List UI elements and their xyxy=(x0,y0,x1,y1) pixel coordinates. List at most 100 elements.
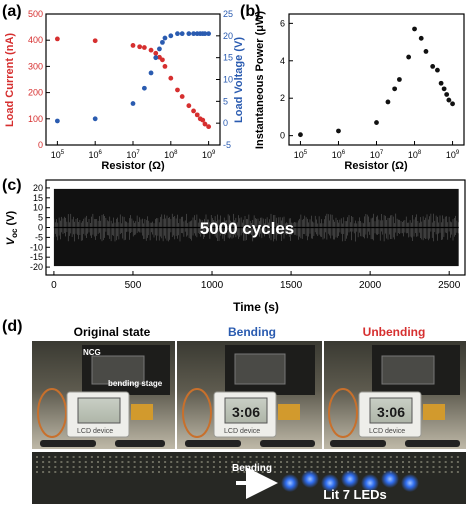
breadboard-hole xyxy=(145,461,148,463)
chart-a-voltage-point xyxy=(206,31,212,37)
chart-c: 0 500 1000 1500 2000 2500 -20-15-10-505101520… xyxy=(5,179,466,314)
breadboard-hole xyxy=(188,456,191,458)
chart-a-current-point xyxy=(54,36,60,42)
breadboard-hole xyxy=(286,471,289,473)
breadboard-hole xyxy=(36,471,38,473)
breadboard-hole xyxy=(36,466,38,468)
breadboard-hole xyxy=(316,466,319,468)
chart-c-x-tick-label: 500 xyxy=(125,280,142,291)
led-glow xyxy=(281,474,299,492)
breadboard-hole xyxy=(42,461,45,463)
chart-b-power-point xyxy=(446,97,452,103)
chart-b-x-tick-label: 109 xyxy=(446,150,460,160)
ncg-sample xyxy=(91,355,145,385)
chart-a-voltage-point xyxy=(160,39,165,45)
chart-a-y-tick-label: 300 xyxy=(28,61,43,71)
breadboard-hole xyxy=(66,461,69,463)
chart-c-y-tick-label: 10 xyxy=(33,203,43,213)
breadboard-hole xyxy=(206,466,209,468)
breadboard-hole xyxy=(365,456,368,458)
breadboard-hole xyxy=(121,471,124,473)
chart-a-y2-tick-label: 15 xyxy=(223,53,233,63)
breadboard-hole xyxy=(383,456,386,458)
chart-b-y-tick-label: 4 xyxy=(280,56,285,66)
chart-b-power-point xyxy=(392,86,398,92)
chart-a-voltage-point xyxy=(130,101,136,106)
chart-c-y-tick-label: 5 xyxy=(38,213,43,223)
breadboard-hole xyxy=(60,471,63,473)
breadboard-hole xyxy=(377,471,380,473)
breadboard-hole xyxy=(273,471,276,473)
chart-a-voltage-point xyxy=(141,85,147,91)
label-arrow-bending: Bending xyxy=(232,463,272,474)
breadboard-hole xyxy=(353,461,356,463)
breadboard-hole xyxy=(450,471,453,473)
chart-a-current-point xyxy=(141,45,147,50)
chart-c-y-tick-label: -5 xyxy=(35,232,43,242)
breadboard-hole xyxy=(243,471,246,473)
lcd-screen-unbending xyxy=(369,397,413,424)
breadboard-hole xyxy=(176,471,179,473)
breadboard-hole xyxy=(402,461,404,463)
breadboard-hole xyxy=(97,466,99,468)
breadboard-hole xyxy=(139,466,142,468)
breadboard-hole xyxy=(200,466,203,468)
chart-c-x-tick-label: 0 xyxy=(51,280,57,291)
chart-a-y-tick-label: 200 xyxy=(28,88,43,98)
breadboard-hole xyxy=(133,461,136,463)
panel-label-d: (d) xyxy=(2,318,22,335)
breadboard-hole xyxy=(151,461,154,463)
chart-c-y-tick-label: -20 xyxy=(30,262,43,272)
chart-c-y-tick-label: 0 xyxy=(38,223,43,233)
breadboard-hole xyxy=(151,456,154,458)
breadboard-holes xyxy=(36,456,459,473)
breadboard-hole xyxy=(334,466,337,468)
breadboard-hole xyxy=(371,461,374,463)
breadboard-hole xyxy=(316,456,319,458)
chart-a-current-point xyxy=(130,43,136,48)
breadboard-hole xyxy=(444,461,447,463)
breadboard-hole xyxy=(48,456,51,458)
chart-a-y-tick-label: 500 xyxy=(28,9,43,19)
breadboard-hole xyxy=(66,466,69,468)
chart-a-x-tick-label: 106 xyxy=(89,150,103,160)
breadboard-hole xyxy=(97,471,99,473)
chart-a-y-tick-label: 400 xyxy=(28,35,43,45)
breadboard-hole xyxy=(261,456,264,458)
breadboard-hole xyxy=(109,466,112,468)
chart-a-voltage-point xyxy=(168,33,174,39)
breadboard-hole xyxy=(359,456,362,458)
chart-c-x-tick-label: 1000 xyxy=(201,280,224,291)
breadboard-hole xyxy=(237,471,240,473)
breadboard-hole xyxy=(158,456,160,458)
chart-a-y2-tick-label: 25 xyxy=(223,9,233,19)
chart-c-y-label-main: V xyxy=(5,236,17,245)
breadboard-hole xyxy=(145,471,148,473)
breadboard-hole xyxy=(438,456,441,458)
breadboard-hole xyxy=(444,471,447,473)
chart-a-x-ticks: 105 106 107 108 109 xyxy=(51,141,216,160)
breadboard-hole xyxy=(341,466,343,468)
breadboard-hole xyxy=(456,471,459,473)
breadboard-hole xyxy=(377,456,380,458)
breadboard-hole xyxy=(158,466,160,468)
chart-b-x-tick-label: 105 xyxy=(294,150,308,160)
breadboard-hole xyxy=(304,461,307,463)
breadboard-hole xyxy=(249,461,252,463)
chart-a-voltage-point xyxy=(186,31,192,37)
breadboard-hole xyxy=(54,461,57,463)
breadboard-hole xyxy=(389,466,392,468)
chart-a-voltage-point xyxy=(162,35,168,41)
chart-b-power-point xyxy=(423,49,429,54)
breadboard-hole xyxy=(212,456,215,458)
breadboard-hole xyxy=(383,461,386,463)
chart-b-power-point xyxy=(412,26,417,32)
chart-c-y-tick-label: -15 xyxy=(30,252,43,262)
chart-a-y2-ticks: -5 0 5 10 15 20 25 xyxy=(216,9,233,150)
chart-b-power-point xyxy=(385,99,391,105)
breadboard-hole xyxy=(292,461,295,463)
breadboard-hole xyxy=(139,456,142,458)
breadboard-hole xyxy=(170,456,173,458)
chart-b-power-point xyxy=(444,92,450,97)
